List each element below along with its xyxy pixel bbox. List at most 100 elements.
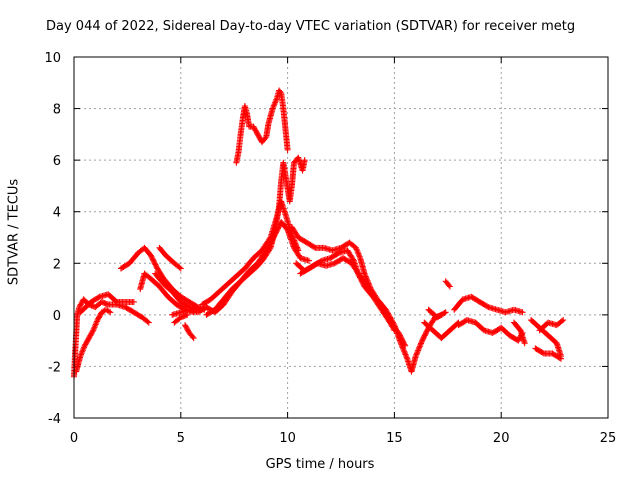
data-point-marker [177,265,184,272]
data-point-marker [291,237,298,244]
data-point-marker [77,302,84,309]
data-point-marker [560,317,567,324]
data-point-marker [292,240,299,247]
data-point-marker [421,333,428,340]
data-point-marker [398,336,405,343]
data-point-marker [395,329,402,336]
data-point-marker [253,130,260,137]
data-point-marker [291,238,298,245]
data-point-marker [182,323,189,330]
data-point-marker [397,333,404,340]
data-point-marker [83,338,90,345]
data-point-marker [145,319,152,326]
data-point-marker [256,135,263,142]
series-track-13 [233,87,291,166]
data-point-marker [362,272,369,279]
data-point-marker [556,354,563,361]
data-point-marker [182,322,189,329]
series-track-11 [199,198,302,308]
y-tick-label: 6 [53,154,61,169]
data-point-marker [402,342,409,349]
data-point-marker [389,324,396,331]
data-point-marker [363,274,370,281]
data-point-marker [152,261,159,268]
data-point-marker [78,300,85,307]
data-point-marker [401,350,408,357]
x-axis-label: GPS time / hours [265,457,375,472]
data-point-marker [413,351,420,358]
data-point-marker [88,329,95,336]
data-point-marker [441,310,448,317]
data-point-marker [147,252,154,259]
data-point-marker [403,352,410,359]
x-tick-label: 25 [600,431,617,446]
data-point-marker [387,319,394,326]
data-point-marker [77,301,84,308]
data-point-marker [558,355,565,362]
data-point-marker [251,126,258,133]
data-point-marker [421,332,428,339]
data-point-marker [184,326,191,333]
data-point-marker [252,127,259,134]
data-point-marker [391,327,398,334]
data-point-marker [419,337,426,344]
data-point-marker [403,354,410,361]
data-point-marker [361,270,368,277]
data-point-marker [383,313,390,320]
data-point-marker [416,343,423,350]
y-tick-label: 2 [53,257,61,272]
data-point-marker [151,258,158,265]
x-tick-label: 15 [386,431,403,446]
y-axis-label: SDTVAR / TECUs [6,178,22,286]
data-point-marker [389,323,396,330]
data-point-marker [446,283,453,290]
data-point-marker [402,351,409,358]
data-point-marker [290,236,297,243]
data-point-marker [183,324,190,331]
y-tick-label: 0 [53,309,61,324]
data-point-marker [130,298,137,305]
data-point-marker [401,341,408,348]
data-point-marker [423,329,430,336]
x-tick-label: 20 [493,431,510,446]
data-point-marker [256,133,263,140]
x-tick-label: 0 [70,431,78,446]
data-point-marker [400,338,407,345]
data-point-marker [86,333,93,340]
data-point-marker [87,332,94,339]
data-point-marker [415,346,422,353]
data-point-marker [84,337,91,344]
data-point-marker [85,336,92,343]
data-point-marker [284,146,291,153]
chart-title: Day 044 of 2022, Sidereal Day-to-day VTE… [46,19,576,34]
data-point-marker [416,344,423,351]
data-point-marker [149,256,156,263]
data-point-marker [254,131,261,138]
data-point-marker [384,314,391,321]
data-point-marker [290,234,297,241]
data-point-marker [144,318,151,325]
data-point-marker [418,340,425,347]
data-point-marker [148,253,155,260]
data-point-marker [445,282,452,289]
data-point-marker [519,309,526,316]
data-point-marker [442,309,449,316]
data-point-marker [415,347,422,354]
data-point-marker [390,326,397,333]
data-point-marker [153,264,160,271]
data-point-marker [82,341,89,348]
data-point-marker [184,327,191,334]
series-track-24 [532,345,565,362]
data-point-marker [388,322,395,329]
data-point-marker [294,245,301,252]
plot-frame [73,56,609,419]
data-point-marker [184,311,191,318]
data-point-marker [89,328,96,335]
series-track-19 [442,278,453,290]
data-point-marker [396,332,403,339]
data-point-marker [76,304,83,311]
data-point-marker [176,264,183,271]
x-tick-label: 10 [279,431,296,446]
data-point-marker [420,335,427,342]
